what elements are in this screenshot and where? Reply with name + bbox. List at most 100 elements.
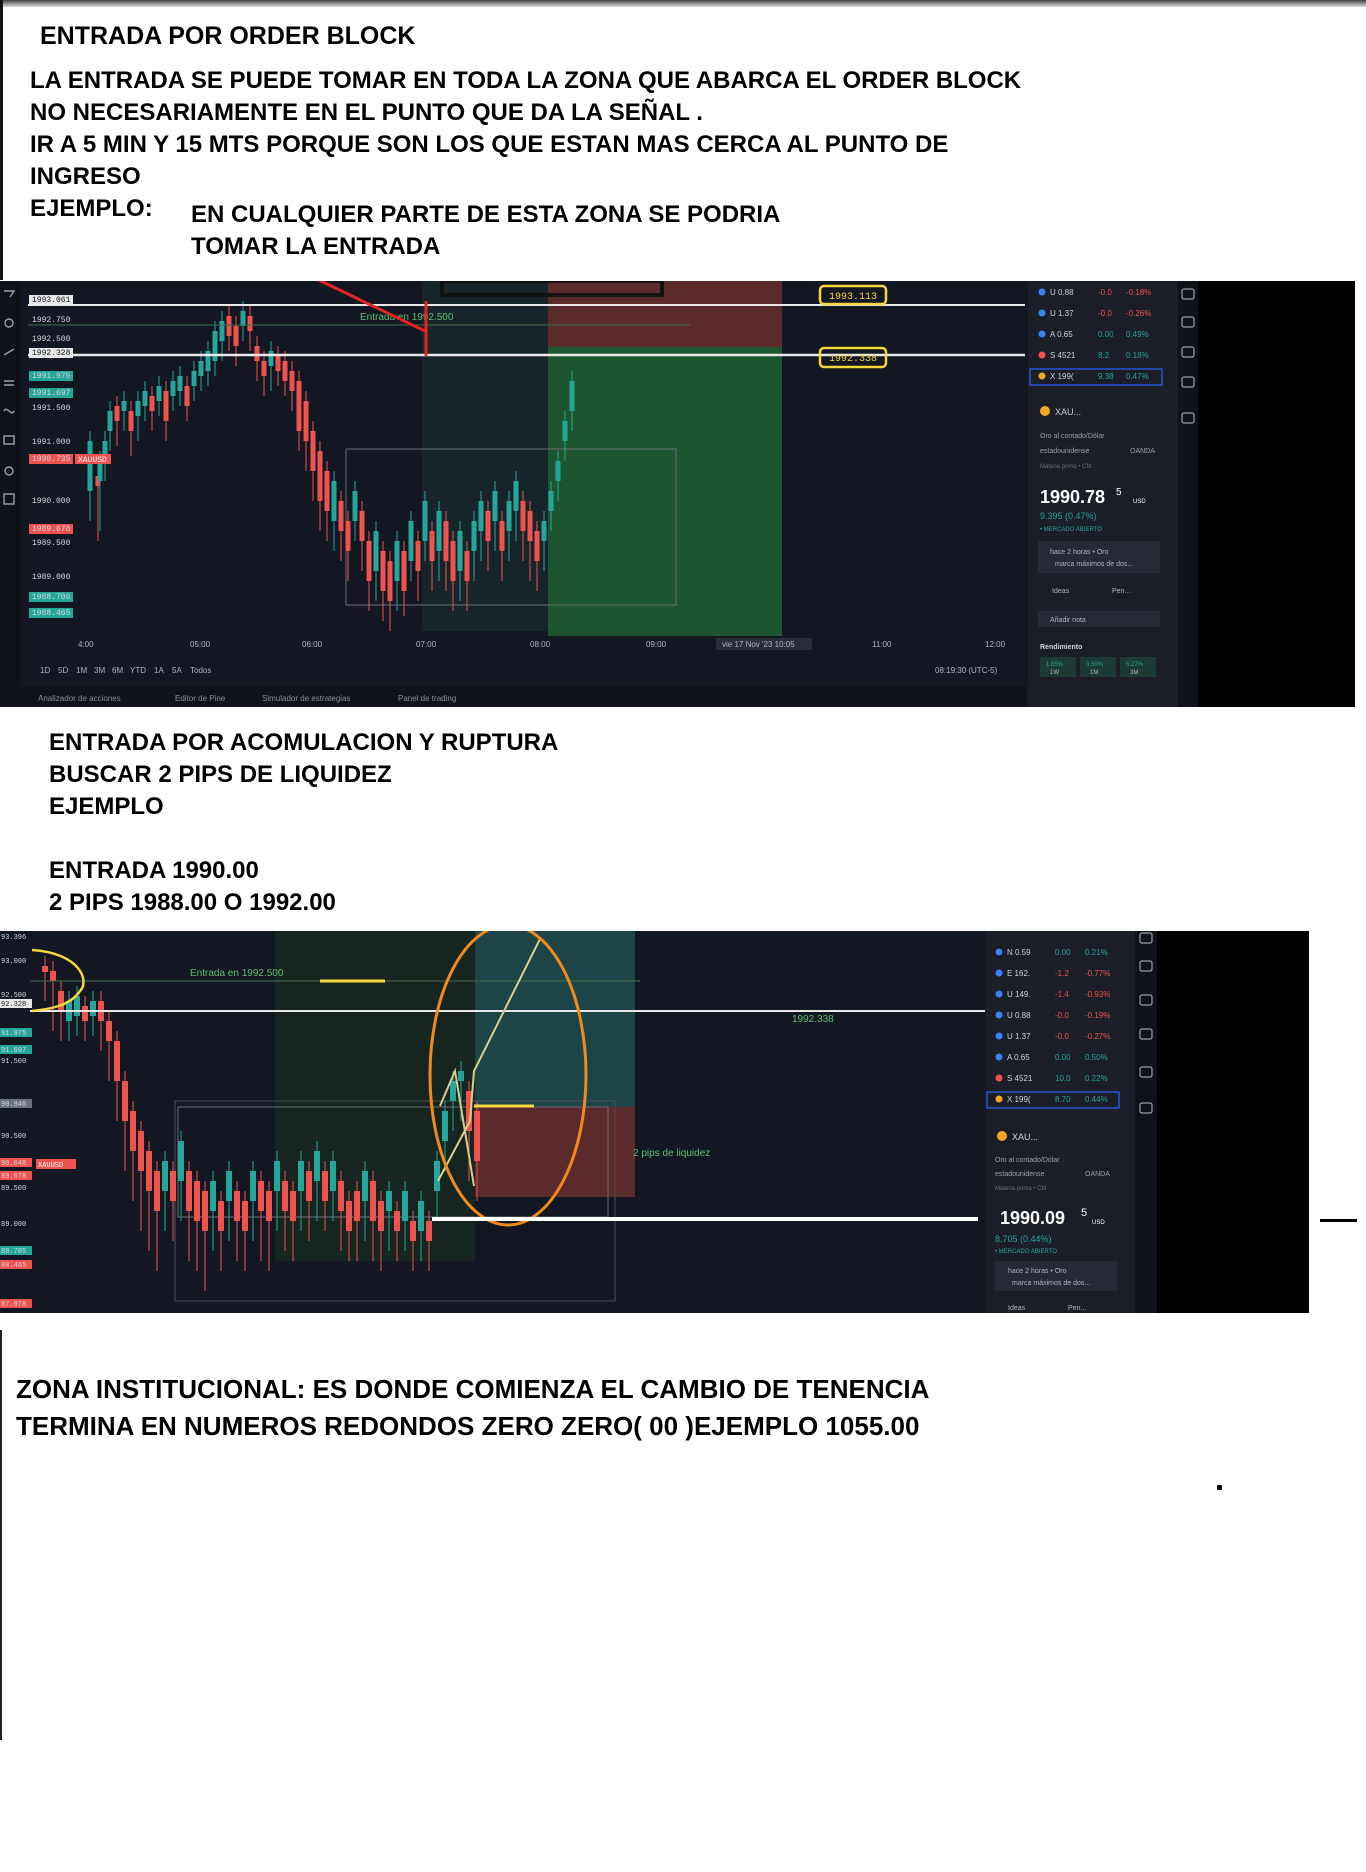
fib-icon[interactable] [4,380,14,386]
trendline-icon[interactable] [3,348,15,356]
watch-symbol[interactable]: S 4521 [1050,351,1076,360]
svg-text:1992.338: 1992.338 [829,354,877,365]
candle-body [338,1181,344,1211]
section2-line-6: 2 PIPS 1988.00 O 1992.00 [49,889,336,916]
pen-button[interactable]: Pen... [1068,1305,1086,1312]
range-button[interactable]: 1D [40,666,50,675]
price-label: 1992.500 [32,335,71,344]
calendar-icon[interactable] [1139,960,1153,972]
chat-icon[interactable] [1139,932,1153,944]
trash-icon[interactable] [3,493,15,505]
annotation-arrow [317,281,426,333]
range-button[interactable]: YTD [130,666,146,675]
price-label: 1993.061 [32,296,71,305]
cursor-icon[interactable] [4,290,16,298]
candle-body [205,351,211,371]
performance-value: 1.85% [1046,662,1064,668]
bulb-icon[interactable] [1139,994,1153,1006]
watch-symbol[interactable]: E 162. [1007,969,1030,978]
section2-line-5: ENTRADA 1990.00 [49,857,259,884]
play-icon[interactable] [1139,1066,1153,1078]
watch-symbol[interactable]: U 1.37 [1050,309,1074,318]
candle-body [250,1171,256,1201]
watch-symbol[interactable]: X 199( [1007,1095,1031,1104]
news-line-2[interactable]: marca máximos de dos... [1055,561,1133,568]
candle-body [268,351,274,366]
bottom-tab[interactable]: Editor de Pine [175,694,226,703]
desc-line-2: estadounidense [995,1171,1045,1178]
zoom-icon[interactable] [4,318,14,328]
candle-body [450,541,456,581]
candle-body [442,1111,448,1141]
news-line-1[interactable]: hace 2 horas • Oro [1050,549,1109,556]
alert-icon[interactable] [1181,316,1195,328]
watch-symbol[interactable]: U 149. [1007,990,1031,999]
watch-symbol[interactable]: S 4521 [1007,1074,1033,1083]
candle-body [194,1181,200,1221]
text-icon[interactable] [3,435,15,445]
chart-order-block[interactable]: 1993.061 1992.750 1992.500 1992.328 1991.975… [0,281,1355,707]
watch-change: -0.0 [1055,1011,1069,1020]
watch-symbol[interactable]: U 0.88 [1050,288,1074,297]
candle-body [422,501,428,541]
range-button[interactable]: 1M [76,666,87,675]
news-line-1[interactable]: hace 2 horas • Oro [1008,1268,1067,1275]
section3-line-1: ZONA INSTITUCIONAL: ES DONDE COMIENZA EL… [16,1374,930,1404]
ideas-button[interactable]: Ideas [1052,588,1070,595]
symbol-icon [995,1053,1003,1061]
range-button[interactable]: 5D [58,666,68,675]
candle-body [114,1041,120,1081]
watch-percent: 0.18% [1126,351,1149,360]
candle-body [210,1181,216,1211]
candle-body [226,316,232,336]
bulb-icon[interactable] [1181,346,1195,358]
range-button[interactable]: 5A [172,666,182,675]
candlesticks [42,956,480,1291]
watch-percent: 0.50% [1085,1053,1108,1062]
range-button[interactable]: 3M [94,666,105,675]
performance-title: Rendimiento [1040,644,1082,651]
bottom-tab[interactable]: Analizador de acciones [38,694,121,703]
range-button[interactable]: 6M [112,666,123,675]
range-button[interactable]: 1A [154,666,164,675]
watch-symbol[interactable]: X 199( [1050,372,1074,381]
watch-symbol[interactable]: N 0.59 [1007,948,1031,957]
watch-symbol[interactable]: U 1.37 [1007,1032,1031,1041]
watch-change: -0.0 [1055,1032,1069,1041]
right-toolbar[interactable] [1178,281,1198,707]
candle-body [146,1151,152,1191]
chart-accumulation-breakout[interactable]: 93.396 93.000 92.500 92.328 91.975 91.697 91.5… [0,931,1309,1313]
chat-icon[interactable] [1181,288,1195,300]
watch-symbol[interactable]: A 0.65 [1007,1053,1030,1062]
brush-icon[interactable] [3,408,15,414]
range-button[interactable]: Todos [190,666,211,675]
watch-change: 10.0 [1055,1074,1071,1083]
candle-body [303,401,309,441]
candle-body [170,381,176,396]
candle-body [82,1006,88,1021]
candle-body [247,316,253,331]
bell-icon[interactable] [1181,412,1195,424]
accumulation-box [178,1107,608,1217]
watch-symbol[interactable]: U 0.88 [1007,1011,1031,1020]
bottom-tab[interactable]: Simulador de estrategias [262,694,351,703]
news-line-2[interactable]: marca máximos de dos... [1012,1280,1090,1287]
alert-icon[interactable] [1139,1028,1153,1040]
pen-button[interactable]: Pen... [1112,588,1130,595]
symbol-icon [1038,288,1046,296]
watch-percent: 0.44% [1085,1095,1108,1104]
time-label: 11:00 [872,640,892,649]
candle-body [387,561,393,601]
add-note-button[interactable]: Añadir nota [1050,617,1086,624]
right-toolbar-2[interactable] [1135,931,1157,1313]
candle-body [378,1201,384,1231]
bell-icon[interactable] [1139,1102,1153,1114]
play-icon[interactable] [1181,376,1195,388]
candle-body [464,551,470,581]
watch-symbol[interactable]: A 0.65 [1050,330,1073,339]
watch-percent: -0.19% [1085,1011,1110,1020]
measure-icon[interactable] [4,466,14,476]
bottom-tab[interactable]: Panel de trading [398,694,456,703]
ideas-button[interactable]: Ideas [1008,1305,1026,1312]
candle-body [261,361,267,376]
